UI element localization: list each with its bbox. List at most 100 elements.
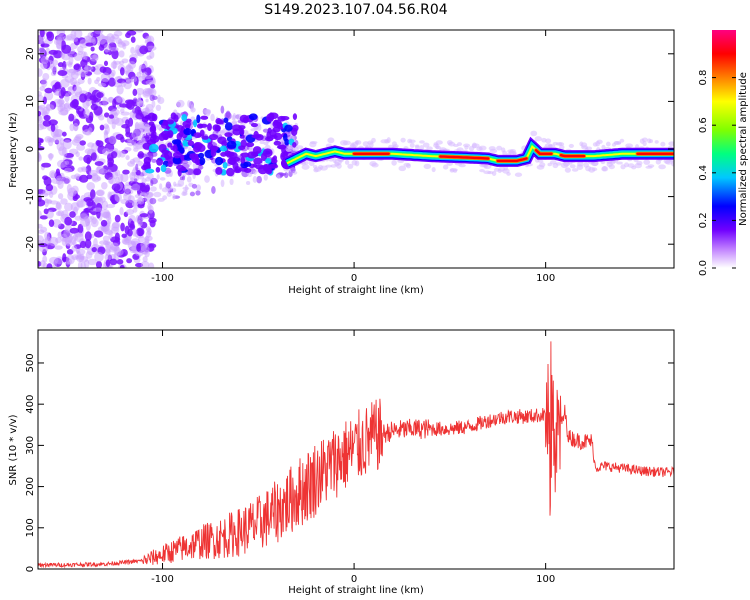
spectrogram-halo-blob bbox=[512, 151, 517, 156]
spectrogram-halo-blob bbox=[435, 140, 443, 145]
spectrogram-noise-blob bbox=[137, 228, 144, 237]
spectrogram-noise-blob bbox=[98, 114, 105, 121]
y-tick-label: 0 bbox=[25, 566, 36, 572]
spectrogram-noise-blob bbox=[122, 42, 127, 50]
spectrogram-noise-blob bbox=[103, 60, 109, 67]
spectrogram-noise-blob bbox=[79, 93, 87, 103]
spectrogram-halo-blob bbox=[419, 145, 425, 151]
spectrogram-halo-blob bbox=[290, 148, 297, 154]
spectrogram-halo-blob bbox=[368, 142, 374, 148]
spectrogram-noise-blob bbox=[50, 71, 57, 77]
spectrogram-noise-blob bbox=[69, 211, 76, 218]
spectrogram-noise-blob bbox=[64, 202, 73, 212]
spectrogram-noise-blob bbox=[84, 238, 92, 249]
spectrogram-halo-blob bbox=[414, 144, 420, 148]
snr-panel: -100 0 100 0 100 200 300 400 500 Height of stra… bbox=[8, 329, 675, 596]
spectrogram-noise-blob bbox=[72, 122, 79, 132]
y-tick-label: 20 bbox=[25, 47, 36, 60]
spectrogram-noise-blob bbox=[72, 37, 78, 42]
spectrogram-noise-blob bbox=[44, 87, 53, 94]
x-tick-label: 100 bbox=[536, 273, 555, 284]
y-tick-label: 0 bbox=[25, 146, 36, 152]
spectrogram-halo-blob bbox=[548, 144, 556, 148]
spectrogram-noise-blob bbox=[73, 53, 82, 62]
spectrogram-halo-blob bbox=[605, 141, 611, 147]
spectrogram-cluster-blob bbox=[175, 125, 184, 132]
spectrogram-halo-blob bbox=[342, 140, 351, 146]
spectrogram-cluster-blob bbox=[284, 138, 290, 146]
spectrogram-halo-blob bbox=[555, 162, 562, 166]
spectrogram-noise-blob bbox=[133, 178, 138, 182]
spectrogram-noise-blob bbox=[108, 135, 118, 145]
spectrogram-noise-blob bbox=[145, 184, 151, 193]
spectrogram-noise-blob bbox=[38, 94, 44, 102]
x-tick-label: 0 bbox=[351, 273, 357, 284]
spectrogram-noise-blob bbox=[107, 157, 115, 166]
spectrogram-noise-blob bbox=[90, 46, 95, 52]
spectrogram-cluster-blob bbox=[179, 166, 187, 172]
spectrogram-halo-blob bbox=[391, 159, 397, 166]
spectrogram-halo-blob bbox=[668, 141, 674, 147]
spectrogram-noise-blob bbox=[42, 119, 52, 127]
spectrogram-noise-blob bbox=[284, 172, 289, 179]
spectrogram-noise-blob bbox=[54, 245, 63, 250]
spectrogram-noise-blob bbox=[102, 235, 110, 242]
spectrogram-noise-blob bbox=[263, 174, 268, 181]
spectrogram-noise-blob bbox=[108, 77, 116, 87]
spectrogram-noise-blob bbox=[100, 219, 108, 227]
spectrogram-cluster-blob bbox=[182, 139, 188, 147]
spectrogram-noise-blob bbox=[187, 100, 191, 108]
y-tick-label: 300 bbox=[25, 436, 36, 455]
spectrogram-noise-blob bbox=[121, 237, 130, 245]
spectrogram-noise-blob bbox=[57, 70, 68, 76]
spectrogram-cluster-blob bbox=[156, 157, 164, 166]
spectrogram-halo-blob bbox=[559, 144, 565, 150]
spectrogram-noise-blob bbox=[42, 106, 50, 116]
spectrogram-y-label: Frequency (Hz) bbox=[8, 112, 19, 188]
spectrogram-noise-blob bbox=[38, 152, 41, 162]
spectrogram-noise-blob bbox=[139, 45, 149, 55]
spectrogram-noise-blob bbox=[159, 177, 166, 181]
spectrogram-noise-blob bbox=[151, 158, 157, 163]
colorbar-gradient bbox=[712, 30, 736, 268]
spectrogram-noise-blob bbox=[231, 114, 236, 121]
spectrogram-cluster-blob bbox=[272, 155, 278, 161]
spectrogram-noise-blob bbox=[83, 108, 90, 119]
spectrogram-noise-blob bbox=[70, 202, 80, 212]
spectrogram-noise-blob bbox=[125, 155, 130, 161]
spectrogram-halo-blob bbox=[386, 137, 391, 144]
spectrogram-halo-blob bbox=[491, 170, 497, 176]
spectrogram-noise-blob bbox=[65, 61, 73, 66]
spectrogram-noise-blob bbox=[130, 46, 135, 55]
spectrogram-cluster-blob bbox=[199, 129, 205, 137]
spectrogram-noise-blob bbox=[121, 233, 127, 238]
snr-series-line bbox=[38, 341, 674, 569]
spectrogram-noise-blob bbox=[127, 195, 135, 203]
spectrogram-noise-blob bbox=[104, 124, 110, 135]
y-tick-label: 200 bbox=[25, 477, 36, 496]
spectrogram-halo-blob bbox=[453, 168, 458, 173]
spectrogram-noise-blob bbox=[73, 85, 83, 96]
spectrogram-halo-blob bbox=[409, 139, 416, 144]
spectrogram-noise-blob bbox=[93, 196, 100, 203]
spectrogram-cluster-blob bbox=[164, 150, 173, 160]
spectrogram-noise-blob bbox=[126, 258, 133, 264]
spectrogram-noise-blob bbox=[147, 173, 154, 180]
spectrogram-noise-blob bbox=[90, 189, 96, 200]
spectrogram-noise-blob bbox=[125, 32, 131, 39]
spectrogram-halo-blob bbox=[539, 162, 546, 168]
spectrogram-cluster-blob bbox=[245, 141, 255, 148]
spectrogram-halo-blob bbox=[327, 137, 335, 144]
spectrogram-noise-blob bbox=[195, 190, 201, 196]
spectrogram-noise-blob bbox=[110, 61, 118, 69]
spectrogram-noise-blob bbox=[79, 240, 87, 249]
colorbar-tick-label: 0.6 bbox=[698, 117, 709, 133]
spectrogram-noise-blob bbox=[157, 96, 165, 105]
spectrogram-noise-blob bbox=[60, 40, 67, 51]
spectrogram-noise-blob bbox=[135, 87, 145, 96]
spectrogram-noise-blob bbox=[151, 100, 156, 108]
spectrogram-noise-blob bbox=[114, 249, 124, 256]
spectrogram-noise-blob bbox=[141, 137, 146, 145]
spectrogram-halo-blob bbox=[309, 141, 317, 148]
